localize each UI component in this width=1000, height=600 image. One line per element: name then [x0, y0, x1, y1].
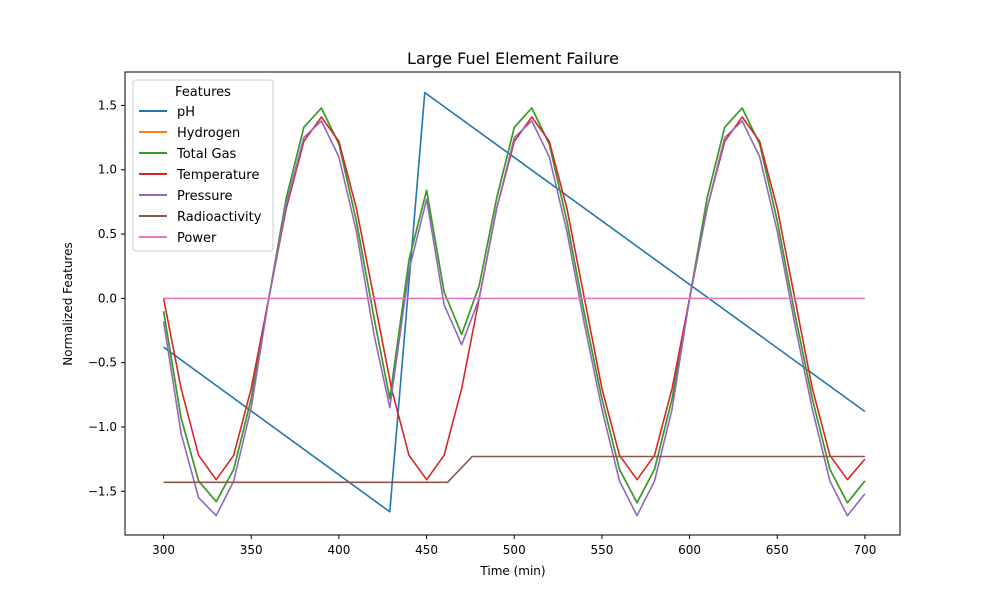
series-line-pressure [162, 120, 866, 517]
y-axis: −1.5 −1.0 −0.5 0.0 0.5 1.0 1.5 [88, 98, 125, 498]
x-tick-label: 400 [327, 543, 350, 557]
y-tick-label: −1.5 [88, 484, 117, 498]
x-tick-label: 650 [766, 543, 789, 557]
x-tick-label: 500 [503, 543, 526, 557]
y-tick-label: 0.0 [98, 291, 117, 305]
x-axis-label: Time (min) [479, 564, 545, 578]
x-tick-label: 550 [590, 543, 613, 557]
x-axis: 300 350 400 450 500 550 600 650 700 [152, 535, 876, 557]
y-tick-label: 1.5 [98, 98, 117, 112]
plot-frame [124, 71, 901, 536]
legend-label-total-gas: Total Gas [176, 147, 237, 162]
plot-area [124, 71, 901, 536]
series-line-radioactivity [163, 455, 865, 484]
y-tick-label: 0.5 [98, 227, 117, 241]
x-tick-label: 300 [152, 543, 175, 557]
x-tick-label: 600 [678, 543, 701, 557]
legend-label-pressure: Pressure [177, 189, 233, 204]
x-tick-label: 450 [415, 543, 438, 557]
legend-label-hydrogen: Hydrogen [177, 126, 240, 141]
legend-label-power: Power [177, 231, 217, 246]
y-tick-label: 1.0 [98, 163, 117, 177]
legend-label-radioactivity: Radioactivity [177, 210, 262, 225]
x-tick-label: 700 [853, 543, 876, 557]
y-axis-label: Normalized Features [61, 242, 75, 365]
chart-title: Large Fuel Element Failure [407, 49, 619, 68]
legend-label-temperature: Temperature [176, 168, 259, 183]
series-line-ph [163, 91, 866, 513]
legend-title: Features [175, 85, 231, 100]
legend-label-ph: pH [177, 105, 195, 120]
x-tick-label: 350 [240, 543, 263, 557]
legend: Features pH Hydrogen Total Gas Temperature P… [132, 79, 274, 252]
y-tick-label: −0.5 [88, 356, 117, 370]
legend-box [132, 79, 274, 252]
y-tick-label: −1.0 [88, 420, 117, 434]
